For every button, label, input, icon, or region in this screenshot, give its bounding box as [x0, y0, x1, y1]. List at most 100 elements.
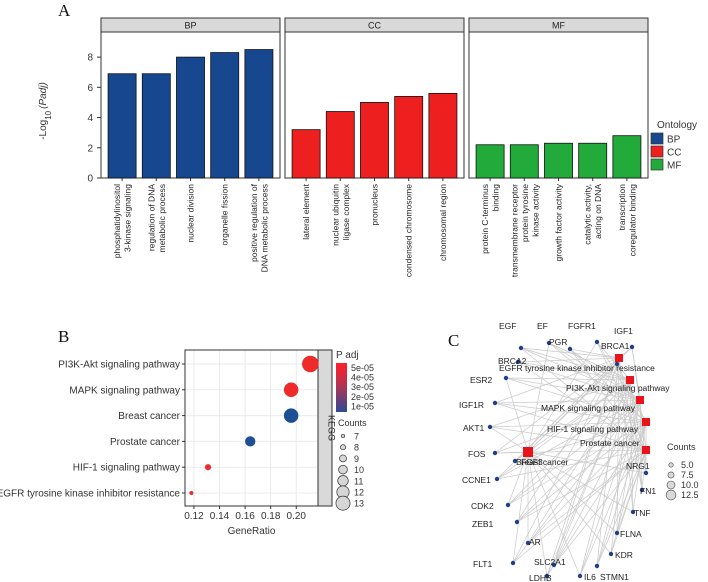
pathway-node [642, 446, 650, 454]
gene-node [518, 345, 524, 351]
bar-mf [509, 144, 539, 179]
size-legend-circle [335, 495, 351, 511]
y-title-prefix: -Log [38, 120, 49, 140]
network-edge [616, 399, 641, 534]
size-legend-label: 12 [354, 488, 364, 498]
network-edge [520, 347, 641, 401]
network-edge [517, 357, 620, 363]
legend-swatch [650, 158, 664, 171]
network-edge [489, 421, 647, 428]
y-category-label: MAPK signaling pathway [69, 385, 180, 396]
network-edge [527, 449, 647, 544]
gene-node [614, 530, 620, 536]
x-category-label: positive regulation ofDNA metabolic proc… [249, 183, 270, 272]
gene-node [546, 340, 552, 346]
network-edge [596, 357, 620, 567]
y-title-var: (Padj) [38, 82, 49, 109]
x-category-label: pronucleus [370, 184, 380, 226]
network-edge [507, 421, 647, 506]
y-title-sub: 10 [44, 110, 53, 119]
bar-mf [578, 142, 608, 179]
x-category-label: transcriptioncoregulator binding [617, 184, 638, 257]
bar-cc [291, 129, 321, 179]
pathway-node [523, 447, 533, 457]
network-edge [553, 449, 647, 566]
x-category-label: transmembrane receptorprotein tyrosineki… [509, 183, 540, 277]
network-edge [527, 363, 618, 453]
size-legend-circle [339, 454, 347, 463]
gene-label: CDK2 [471, 501, 494, 511]
network-edge [616, 357, 620, 534]
gene-label: LDHB [529, 573, 552, 582]
size-legend-label: 7 [354, 432, 359, 442]
color-legend-label: 4e-05 [351, 373, 374, 383]
x-category-label: chromosomal region [438, 184, 448, 261]
network-edge [579, 399, 641, 577]
gene-node [503, 375, 509, 381]
gene-node [544, 573, 550, 579]
network-edge [527, 451, 548, 577]
facet-strip-label: BP [184, 21, 196, 31]
gene-label: CCNE1 [462, 475, 491, 485]
network-size-legend-circle [665, 489, 677, 501]
x-tick-label: 0.14 [210, 511, 230, 522]
network-size-legend-circle [668, 462, 674, 468]
x-category-label: nuclear ubiquitinligase complex [330, 183, 351, 246]
gene-node [594, 339, 600, 345]
size-legend-label: 9 [354, 454, 359, 464]
gene-label: KDR [615, 550, 633, 560]
chart-b: KEGG PI3K-Akt signaling pathway MAPK signa… [0, 349, 374, 537]
x-category-label: protein C-terminusbinding [480, 184, 501, 254]
y-tick-label: 8 [87, 53, 93, 64]
gene-label: STMN1 [600, 572, 629, 582]
network-size-legend-circle [666, 480, 676, 490]
data-point [189, 491, 194, 495]
panel-c-letter: C [448, 331, 459, 350]
network-edge [517, 361, 641, 401]
bar-mf [475, 144, 505, 179]
data-point [283, 382, 299, 398]
x-tick-label: 0.16 [235, 511, 255, 522]
chart-a: 0 2 4 6 8 -Log10(Padj) BP phosphatidylinositol3… [38, 17, 697, 277]
gene-node [514, 519, 520, 525]
pathway-label: Prostate cancer [580, 438, 640, 448]
network-edge [553, 379, 631, 566]
color-legend-label: 2e-05 [351, 392, 374, 402]
gene-label: BRCA2 [498, 356, 527, 366]
size-legend-circle [340, 444, 346, 451]
gene-node [512, 458, 518, 464]
y-category-label: Prostate cancer [110, 437, 181, 448]
panel-b-letter: B [58, 327, 69, 346]
y-tick-label: 4 [87, 113, 93, 124]
y-tick-label: 2 [87, 143, 93, 154]
network-edge [512, 451, 529, 564]
size-legend-circle [338, 464, 348, 475]
network-edge [496, 379, 631, 480]
gene-label: NRG1 [626, 461, 650, 471]
gene-label: SLC2A1 [534, 557, 566, 567]
y-axis-title: -Log10(Padj) [38, 82, 53, 140]
gene-node [614, 361, 620, 367]
network-edge [496, 357, 620, 480]
network-edge [494, 402, 647, 451]
y-category-label: Breast cancer [118, 411, 180, 422]
bar-cc [394, 96, 424, 179]
pathway-label: HIF-1 signaling pathway [547, 424, 639, 434]
network-edge [629, 379, 647, 474]
bar-mf [544, 142, 573, 179]
network-edge [516, 357, 620, 523]
network-edge [596, 421, 647, 567]
gene-label: ESR2 [470, 375, 492, 385]
color-legend-title: P adj [336, 350, 359, 361]
gene-node [525, 540, 531, 546]
pathway-node [636, 396, 644, 404]
gene-label: AKT1 [463, 423, 485, 433]
network-edge [494, 357, 620, 454]
network-size-legend-title: Counts [667, 442, 696, 452]
network-edge [527, 379, 631, 544]
gene-label: PGR [549, 337, 567, 347]
legend-label: CC [667, 148, 681, 159]
gene-label: IGF1R [459, 400, 484, 410]
network-edge [579, 379, 631, 577]
